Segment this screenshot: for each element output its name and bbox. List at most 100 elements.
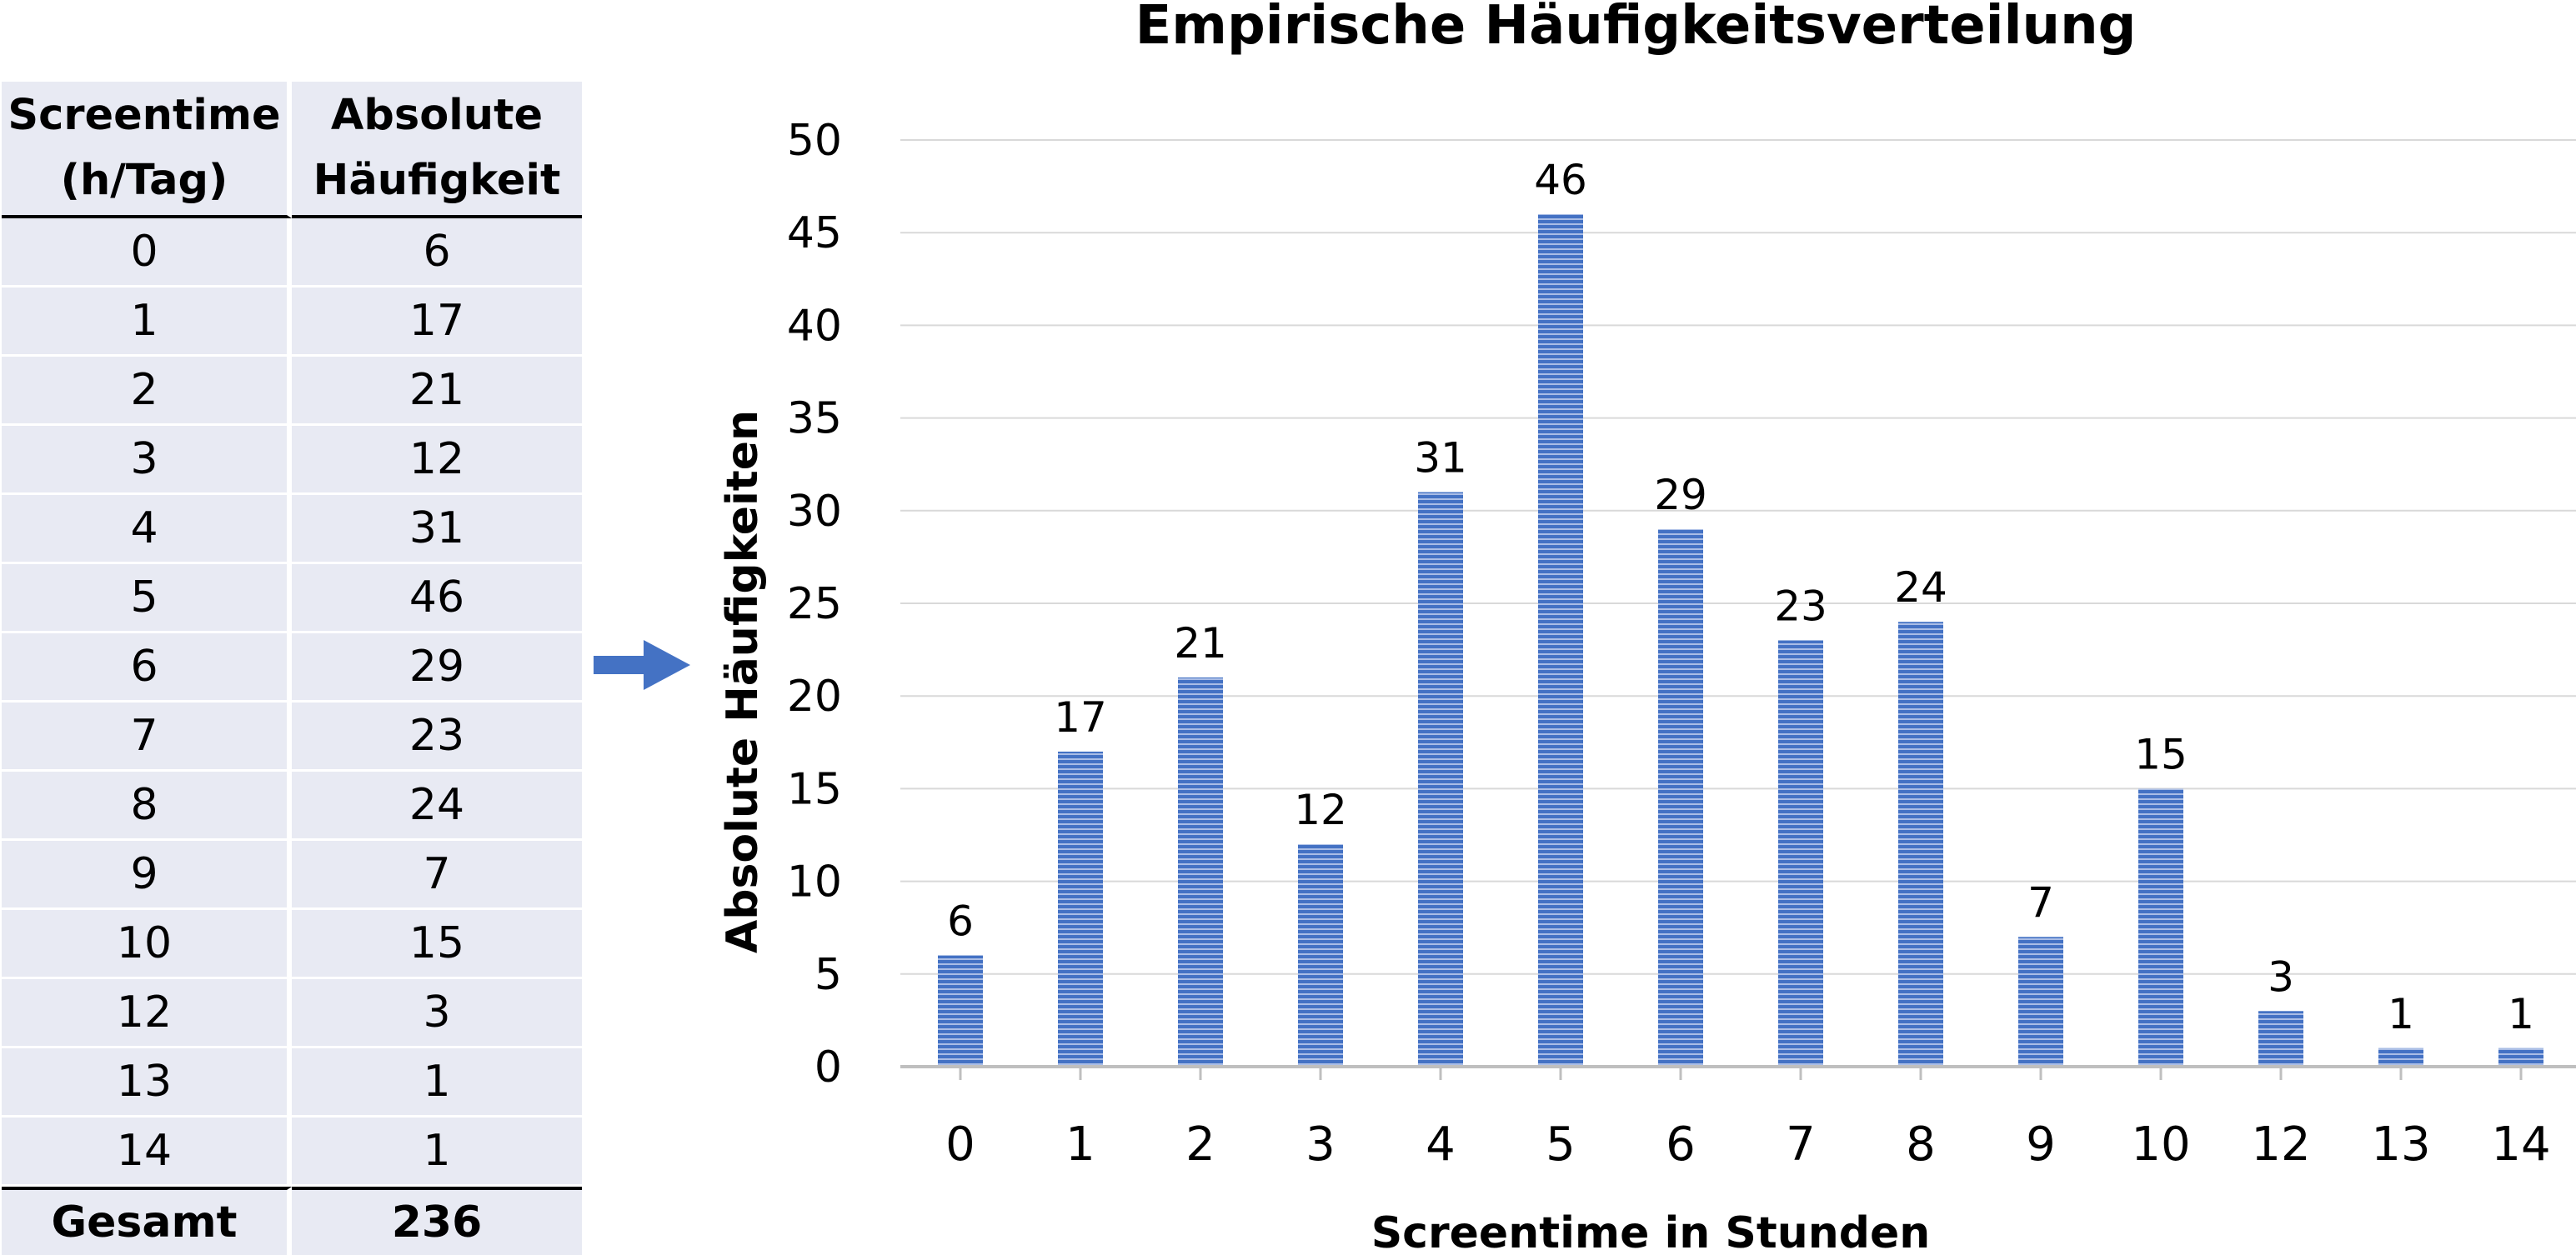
chart-title: Empirische Häufigkeitsverteilung <box>1135 0 2137 57</box>
table-row: 2 21 <box>2 357 582 426</box>
table-cell: 15 <box>292 910 582 979</box>
table-cell: 29 <box>292 633 582 702</box>
table-cell: 31 <box>292 495 582 564</box>
table-cell: 5 <box>2 564 292 633</box>
total-label: Gesamt <box>2 1187 292 1255</box>
table-cell: 7 <box>292 841 582 910</box>
y-tick-label: 40 <box>787 301 842 351</box>
table-row: 7 23 <box>2 702 582 772</box>
bar <box>1298 844 1343 1067</box>
data-label: 6 <box>947 898 974 946</box>
y-tick-label: 5 <box>814 950 842 1000</box>
bar <box>1898 622 1943 1067</box>
y-tick-label: 35 <box>787 394 842 444</box>
bar <box>2378 1048 2423 1067</box>
bar <box>938 955 983 1067</box>
x-tick-label: 8 <box>1906 1118 1936 1172</box>
table-cell: 10 <box>2 910 292 979</box>
y-tick-label: 0 <box>814 1042 842 1092</box>
table-row: 8 24 <box>2 772 582 841</box>
table-cell: 17 <box>292 288 582 357</box>
total-value: 236 <box>292 1187 582 1255</box>
table-cell: 3 <box>2 426 292 495</box>
table-cell: 6 <box>292 218 582 288</box>
y-tick-label: 50 <box>787 116 842 166</box>
grid-lines <box>900 139 2576 975</box>
table-cell: 23 <box>292 702 582 772</box>
header-line: Screentime <box>8 91 281 140</box>
bar <box>2138 788 2183 1067</box>
bar <box>2498 1048 2543 1067</box>
x-tick-label: 5 <box>1546 1118 1576 1172</box>
table-row: 4 31 <box>2 495 582 564</box>
bar <box>1418 492 1463 1067</box>
table-cell: 12 <box>2 979 292 1048</box>
data-label: 1 <box>2388 990 2414 1038</box>
x-tick-label: 9 <box>2026 1118 2056 1172</box>
table-cell: 2 <box>2 357 292 426</box>
column-header-frequency: Absolute Häufigkeit <box>292 82 582 218</box>
table-row: 3 12 <box>2 426 582 495</box>
data-label: 3 <box>2268 952 2294 1001</box>
table-cell: 13 <box>2 1048 292 1118</box>
table-row: 12 3 <box>2 979 582 1048</box>
table-row: 10 15 <box>2 910 582 979</box>
data-label: 12 <box>1294 786 1347 834</box>
bar <box>1658 529 1703 1067</box>
column-header-screentime: Screentime (h/Tag) <box>2 82 292 218</box>
x-tick-label: 3 <box>1306 1118 1336 1172</box>
table-row: 1 17 <box>2 288 582 357</box>
bar <box>2018 937 2063 1067</box>
bars <box>938 213 2543 1068</box>
table-cell: 0 <box>2 218 292 288</box>
x-tick-label: 13 <box>2371 1118 2430 1172</box>
table-cell: 24 <box>292 772 582 841</box>
y-tick-label: 45 <box>787 208 842 258</box>
y-tick-label: 10 <box>787 858 842 908</box>
table-row: 13 1 <box>2 1048 582 1118</box>
header-line: Absolute <box>330 91 544 140</box>
table-cell: 46 <box>292 564 582 633</box>
data-label: 7 <box>2027 878 2054 927</box>
table-cell: 21 <box>292 357 582 426</box>
table-cell: 4 <box>2 495 292 564</box>
data-label: 15 <box>2134 730 2188 778</box>
data-label: 46 <box>1534 156 1587 204</box>
bar <box>1778 640 1823 1067</box>
table-cell: 14 <box>2 1118 292 1187</box>
frequency-table: Screentime (h/Tag) Absolute Häufigkeit 0… <box>2 82 582 1255</box>
table-cell: 3 <box>292 979 582 1048</box>
data-label: 31 <box>1414 434 1467 482</box>
header-line: Häufigkeit <box>313 156 561 205</box>
table-row: 14 1 <box>2 1118 582 1187</box>
table-cell: 1 <box>292 1118 582 1187</box>
data-label: 23 <box>1774 582 1827 630</box>
right-arrow-icon <box>594 640 690 690</box>
x-tick-label: 10 <box>2131 1118 2190 1172</box>
x-tick-label: 14 <box>2491 1118 2550 1172</box>
table-cell: 12 <box>292 426 582 495</box>
data-label: 1 <box>2508 990 2534 1038</box>
table-cell: 8 <box>2 772 292 841</box>
table-header-row: Screentime (h/Tag) Absolute Häufigkeit <box>2 82 582 218</box>
x-tick-label: 6 <box>1666 1118 1696 1172</box>
y-axis-title: Absolute Häufigkeiten <box>718 410 768 953</box>
y-tick-label: 25 <box>787 579 842 629</box>
bar <box>1058 751 1103 1067</box>
x-tick-label: 2 <box>1185 1118 1215 1172</box>
table-row: 6 29 <box>2 633 582 702</box>
table-cell: 7 <box>2 702 292 772</box>
bar <box>1178 677 1223 1067</box>
data-label: 17 <box>1054 693 1107 742</box>
y-tick-label: 30 <box>787 487 842 537</box>
x-tick-label: 7 <box>1786 1118 1816 1172</box>
table-row: 5 46 <box>2 564 582 633</box>
x-tick-label: 12 <box>2251 1118 2310 1172</box>
y-tick-label: 15 <box>787 764 842 814</box>
data-label: 21 <box>1174 619 1227 668</box>
x-axis-title: Screentime in Stunden <box>1371 1208 1931 1254</box>
bar <box>1538 213 1583 1068</box>
